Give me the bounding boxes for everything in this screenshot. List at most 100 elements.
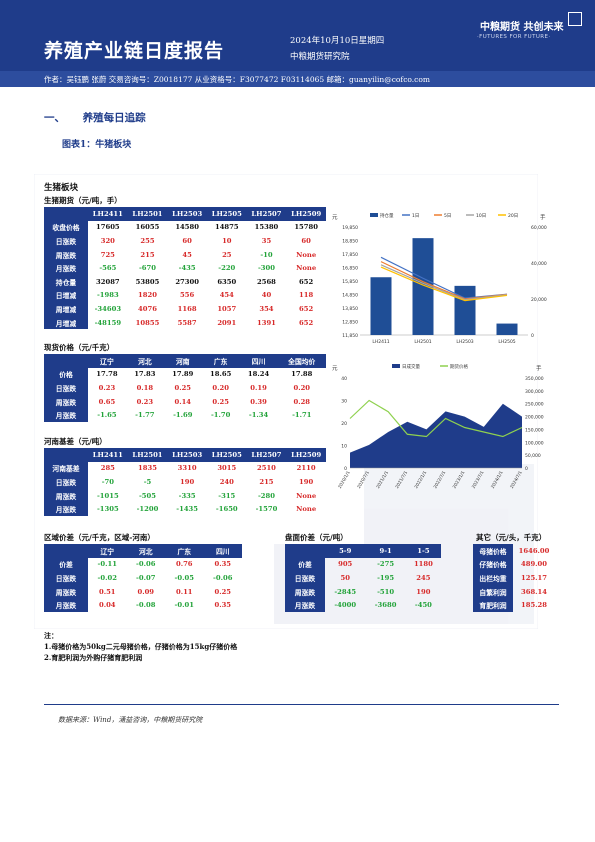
figure-label: 图表1：牛猪板块	[62, 140, 132, 150]
table-cell: -1.69	[173, 411, 193, 420]
table-row: 自繁利润 368.14	[473, 584, 555, 599]
table-cell: -435	[178, 264, 196, 273]
table-cell: 5587	[177, 318, 197, 327]
column-header: 河北	[126, 544, 165, 558]
table-cell: 0.51	[98, 587, 116, 596]
note-item: 1.母猪价格为50kg二元母猪价格，仔猪价格为15kg仔猪价格	[44, 642, 238, 651]
column-header: 辽宁	[88, 354, 126, 368]
row-label: 日涨跌	[44, 475, 88, 489]
table-cell: 16055	[135, 223, 160, 232]
row-label: 日涨跌	[44, 381, 88, 395]
y-tick-label: 19,850	[342, 225, 358, 231]
table-row: 日涨跌 50 -195 245	[285, 571, 441, 585]
price-line	[349, 399, 523, 438]
table-cell: 190	[180, 477, 195, 486]
spread-caption: 盘面价差（元/吨）	[285, 533, 348, 542]
row-label: 自繁利润	[473, 584, 513, 599]
row-label: 周涨跌	[44, 394, 88, 409]
y-tick-label: 30	[341, 399, 347, 405]
table-row: 月涨跌 -4000 -3680 -450	[285, 598, 441, 612]
y-tick-label: 16,850	[342, 266, 358, 272]
table-cell: 454	[219, 291, 234, 300]
y-tick-label: 18,850	[342, 239, 358, 245]
row-label: 周涨跌	[44, 584, 88, 599]
table-cell: 368.14	[520, 587, 547, 596]
table-cell: 1168	[177, 304, 197, 313]
table-row: 日涨跌 0.23 0.18 0.25 0.20 0.19 0.20	[44, 381, 326, 395]
table-cell: 0.25	[214, 587, 232, 596]
table-row: 育肥利润 185.28	[473, 598, 555, 612]
table-cell: 125.17	[520, 573, 547, 582]
column-header: 广东	[165, 544, 204, 558]
table-cell: 1057	[217, 304, 237, 313]
table-cell: 0.09	[137, 587, 155, 596]
table-cell: 0.19	[250, 383, 267, 392]
legend-label: 期货价格	[450, 363, 468, 370]
report-institute: 中粮期货研究院	[290, 52, 350, 62]
x-tick-label: 2021/1/1	[375, 470, 390, 490]
table-cell: 1391	[256, 318, 276, 327]
table-cell: -300	[257, 264, 275, 273]
y-axis-label-right: 手	[540, 213, 546, 221]
table-cell: 2110	[296, 464, 316, 473]
table-cell: 4076	[138, 304, 157, 313]
column-header: 四川	[203, 544, 242, 558]
table-row: 河南基差 285 1835 3310 3015 2510 2110	[44, 461, 326, 476]
table-cell: 215	[259, 477, 274, 486]
table-corner	[285, 544, 325, 558]
row-label: 持仓量	[44, 274, 88, 289]
column-header: LH2411	[88, 207, 128, 221]
table-cell: -195	[377, 573, 395, 582]
table-row: 日涨跌 -0.02 -0.07 -0.05 -0.06	[44, 571, 242, 585]
y-tick-label: 300,000	[525, 389, 544, 395]
table-cell: -275	[377, 560, 395, 569]
header-banner	[0, 0, 595, 71]
x-tick-label: 2023/7/1	[471, 470, 486, 490]
row-label: 价差	[44, 557, 88, 572]
x-tick-label: 2022/7/1	[432, 470, 447, 490]
y-tick-label: 15,850	[342, 279, 358, 285]
card-title: 生猪板块	[44, 183, 79, 193]
x-tick-label: 2022/1/1	[413, 470, 428, 490]
table-cell: 285	[100, 464, 115, 473]
column-header: LH2503	[167, 207, 207, 221]
table-cell: 15780	[294, 223, 318, 232]
table-cell: -1650	[215, 505, 238, 514]
x-tick-label: 2020/1/1	[337, 470, 352, 490]
table-cell: -3680	[374, 601, 397, 610]
table-cell: -1305	[96, 505, 119, 514]
y-tick-label: 200,000	[525, 415, 544, 421]
table-cell: 0.04	[98, 601, 116, 610]
table-cell: None	[296, 250, 317, 259]
table-cell: 0.39	[250, 397, 267, 406]
table-cell: 17605	[96, 223, 120, 232]
series-line	[380, 266, 508, 302]
table-cell: 255	[140, 236, 155, 245]
table-cell: 905	[338, 560, 353, 569]
series-line	[380, 264, 508, 301]
table-cell: -2845	[334, 587, 357, 596]
table-cell: 190	[299, 477, 314, 486]
x-tick-label: 2023/1/1	[452, 470, 467, 490]
notes-title: 注：	[44, 631, 58, 640]
table-cell: -510	[377, 587, 395, 596]
column-header: LH2509	[286, 207, 326, 221]
table-row: 收盘价格 17605 16055 14580 14875 15380 15780	[44, 220, 326, 235]
legend-swatch	[370, 213, 378, 217]
table-cell: 0.23	[136, 397, 154, 406]
y-tick-label: 100,000	[525, 440, 544, 446]
column-header: 广东	[201, 354, 240, 368]
table-cell: 10855	[135, 318, 160, 327]
table-cell: -0.08	[136, 601, 156, 610]
table-corner	[44, 544, 88, 558]
spot-table: 辽宁 河北 河南 广东 四川 全国均价 价格 17.78 17.83 17.89 18.65 18.2…	[44, 354, 326, 422]
y-tick-label: 14,850	[342, 293, 358, 299]
table-cell: 0.23	[98, 383, 116, 392]
legend-label: 5日	[444, 213, 451, 219]
column-header: LH2507	[246, 448, 287, 462]
table-cell: 3310	[177, 464, 197, 473]
table-cell: 2568	[256, 277, 276, 286]
y-tick-label: 13,850	[342, 306, 358, 312]
table-cell: 25	[222, 250, 232, 259]
column-header: LH2501	[127, 448, 168, 462]
